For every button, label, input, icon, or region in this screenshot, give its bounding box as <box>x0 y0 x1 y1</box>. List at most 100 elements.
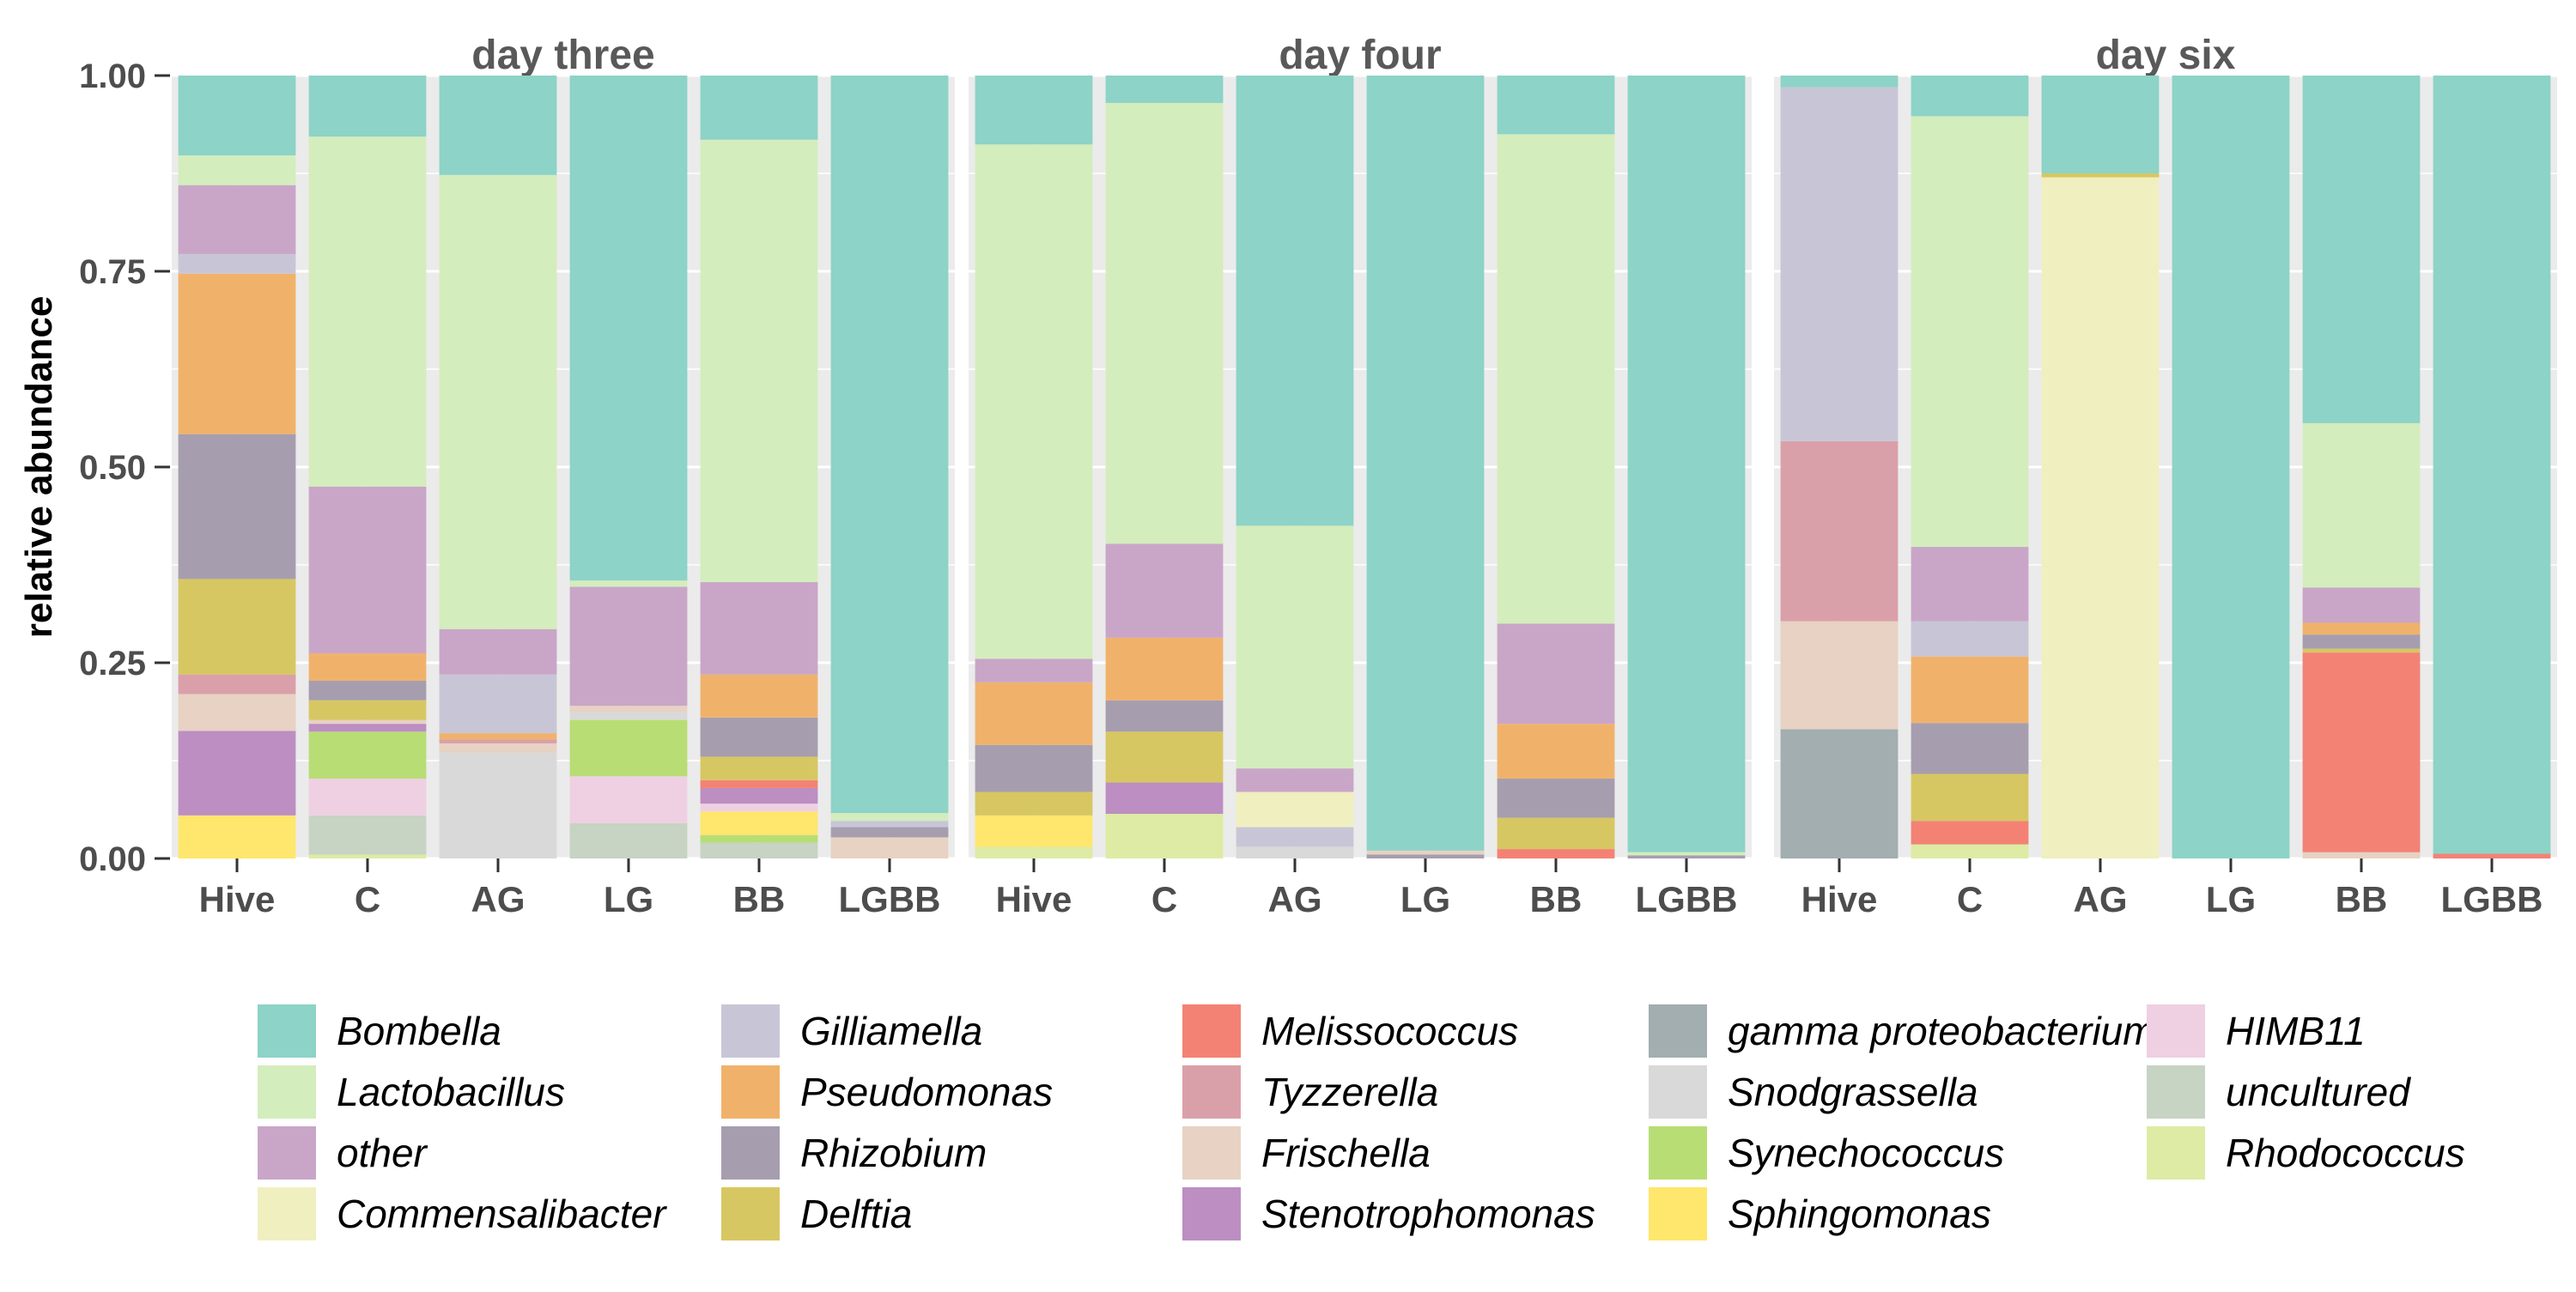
bar-segment <box>700 717 818 757</box>
bar-segment <box>308 719 427 725</box>
legend-item: other <box>258 1123 427 1183</box>
legend-label: Bombella <box>337 1009 501 1053</box>
stacked-bar <box>830 76 949 858</box>
bar-segment <box>975 744 1093 792</box>
bar-segment <box>830 837 949 858</box>
x-tick-label: BB <box>733 879 786 919</box>
bar-segment <box>1911 844 2029 858</box>
bar-segment <box>178 579 296 675</box>
bar-segment <box>975 815 1093 847</box>
legend-swatch <box>721 1065 780 1119</box>
legend-swatch <box>258 1065 316 1119</box>
bar-segment <box>2172 76 2290 858</box>
x-tick-label: LG <box>2206 879 2256 919</box>
stacked-bar <box>2302 76 2421 858</box>
bar-segment <box>1497 134 1615 624</box>
bar-segment <box>1105 76 1224 103</box>
bar-segment <box>1780 729 1899 858</box>
bar-segment <box>569 822 688 858</box>
y-tick-label: 0.25 <box>79 645 146 682</box>
bar-segment <box>2041 173 2160 178</box>
stacked-bar <box>1911 76 2029 858</box>
stacked-bar <box>1780 76 1899 858</box>
legend-swatch <box>258 1187 316 1240</box>
bar-segment <box>1236 827 1354 847</box>
facet-title: day six <box>2096 33 2236 78</box>
bar-segment <box>700 779 818 788</box>
x-tick-label: BB <box>1530 879 1583 919</box>
legend-swatch <box>1649 1126 1707 1180</box>
bar-segment <box>178 815 296 858</box>
bar-segment <box>2302 76 2421 423</box>
stacked-bar <box>1105 76 1224 858</box>
legend-label: uncultured <box>2226 1070 2410 1114</box>
bar-segment <box>308 76 427 137</box>
legend-item: Pseudomonas <box>721 1062 1053 1122</box>
legend-label: Commensalibacter <box>337 1192 666 1236</box>
bar-segment <box>1911 76 2029 117</box>
bar-segment <box>1105 782 1224 815</box>
legend-swatch <box>721 1004 780 1058</box>
bar-segment <box>1497 76 1615 135</box>
bar-segment <box>1497 623 1615 725</box>
legend-item: Sphingomonas <box>1649 1184 1991 1244</box>
bar-segment <box>2433 853 2551 858</box>
bar-segment <box>700 804 818 812</box>
x-tick-label: BB <box>2336 879 2388 919</box>
bar-segment <box>1236 525 1354 769</box>
bar-segment <box>439 739 557 743</box>
legend-swatch <box>1649 1065 1707 1119</box>
bar-segment <box>1911 723 2029 774</box>
bar-segment <box>830 76 949 814</box>
bar-segment <box>1236 768 1354 792</box>
stacked-bar <box>975 76 1093 858</box>
bar-segment <box>569 76 688 581</box>
legend: Bombella Lactobacillus other Commensalibact… <box>258 1001 2576 1267</box>
y-tick-label: 0.75 <box>79 253 146 291</box>
bar-segment <box>830 813 949 822</box>
bar-segment <box>1911 656 2029 724</box>
legend-label: Tyzzerella <box>1261 1070 1439 1114</box>
legend-label: Melissococcus <box>1261 1009 1519 1053</box>
bar-segment <box>1911 547 2029 622</box>
bar-segment <box>975 658 1093 682</box>
bar-segment <box>308 680 427 701</box>
bar-segment <box>569 712 688 720</box>
legend-label: other <box>337 1131 427 1175</box>
y-tick-label: 0.00 <box>79 840 146 878</box>
stacked-bar <box>2041 76 2160 858</box>
y-tick-label: 1.00 <box>79 58 146 95</box>
bar-segment <box>1780 76 1899 88</box>
facet-title: day four <box>1279 33 1441 78</box>
bar-segment <box>1236 792 1354 828</box>
bar-segment <box>2302 852 2421 858</box>
bar-segment <box>308 854 427 858</box>
stacked-bar <box>178 76 296 858</box>
x-tick-label: C <box>1957 879 1983 919</box>
bar-segment <box>2302 422 2421 588</box>
bar-segment <box>1780 621 1899 730</box>
bar-segment <box>1105 731 1224 783</box>
bar-segment <box>439 733 557 740</box>
legend-label: Synechococcus <box>1728 1131 2005 1175</box>
stacked-bar <box>700 76 818 858</box>
bar-segment <box>1366 850 1485 855</box>
bar-segment <box>178 731 296 816</box>
legend-item: Gilliamella <box>721 1001 982 1061</box>
legend-item: Stenotrophomonas <box>1182 1184 1595 1244</box>
x-tick-label: C <box>355 879 380 919</box>
bar-segment <box>700 674 818 718</box>
bar-segment <box>1911 821 2029 845</box>
legend-item: Lactobacillus <box>258 1062 565 1122</box>
legend-swatch <box>1649 1187 1707 1240</box>
bar-segment <box>1627 855 1746 858</box>
bar-segment <box>1497 778 1615 818</box>
legend-label: Frischella <box>1261 1131 1431 1175</box>
legend-swatch <box>1182 1187 1241 1240</box>
bar-segment <box>1105 700 1224 732</box>
x-tick-label: LGBB <box>2441 879 2543 919</box>
x-tick-label: LG <box>1400 879 1450 919</box>
bar-segment <box>308 724 427 732</box>
